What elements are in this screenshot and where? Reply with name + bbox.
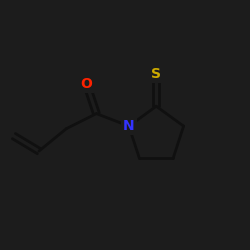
Text: O: O [80, 76, 92, 90]
Text: N: N [123, 119, 135, 133]
Text: S: S [151, 67, 161, 81]
